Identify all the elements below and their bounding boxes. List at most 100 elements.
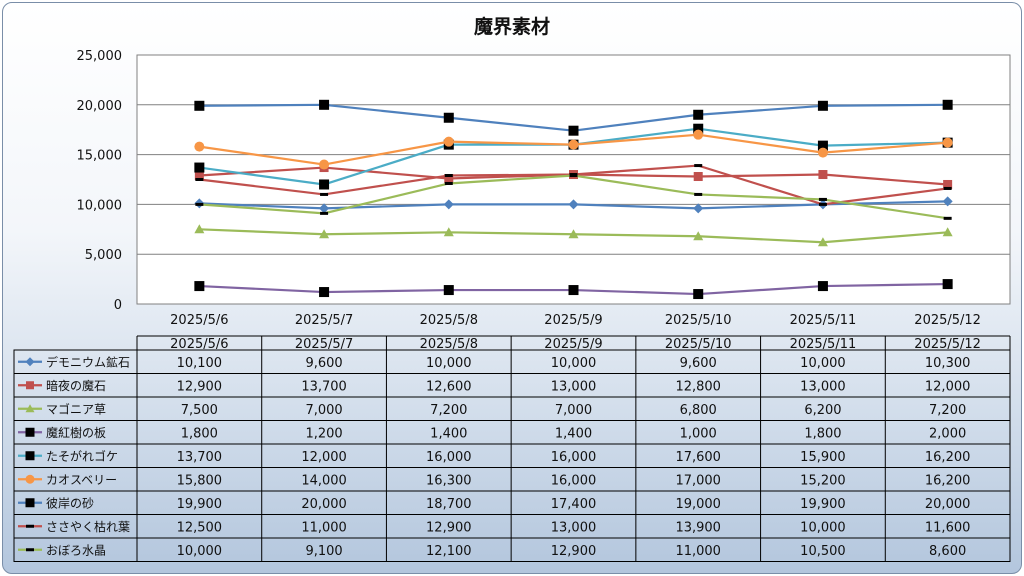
table-cell: 17,600 [675, 450, 721, 465]
data-point [694, 192, 703, 196]
table-cell: 19,900 [800, 497, 846, 512]
data-point [818, 170, 828, 180]
table-cell: 2,000 [929, 426, 966, 441]
data-point [693, 109, 704, 120]
table-cell: 1,200 [305, 426, 342, 441]
table-cell: 9,600 [305, 356, 342, 371]
data-point [194, 162, 205, 173]
table-cell: 1,400 [430, 426, 467, 441]
data-point [319, 179, 330, 190]
y-tick-label: 25,000 [77, 49, 123, 64]
data-point [568, 285, 579, 296]
table-cell: 12,000 [301, 450, 347, 465]
table-cell: 15,200 [800, 473, 846, 488]
table-cell: 13,700 [177, 450, 223, 465]
table-cell: 13,000 [551, 379, 597, 394]
x-tick-label: 2025/5/6 [170, 313, 228, 328]
table-cell: 7,200 [430, 403, 467, 418]
table-cell: 10,000 [426, 356, 472, 371]
table-cell: 7,000 [555, 403, 592, 418]
data-point [444, 181, 453, 185]
data-point [319, 229, 330, 239]
legend-marker [25, 427, 35, 437]
data-point [194, 224, 205, 234]
legend-label: カオスベリー [46, 473, 117, 487]
table-cell: 1,000 [680, 426, 717, 441]
x-tick-label: 2025/5/12 [914, 313, 981, 328]
table-header: 2025/5/10 [665, 337, 732, 352]
legend-marker [25, 474, 35, 484]
table-cell: 10,000 [177, 544, 223, 559]
y-tick-label: 0 [114, 298, 122, 313]
table-cell: 6,800 [680, 403, 717, 418]
table-cell: 12,500 [177, 520, 223, 535]
legend-label: ささやく枯れ葉 [46, 519, 130, 534]
data-point [943, 216, 952, 220]
data-point [817, 281, 828, 292]
table-cell: 8,600 [929, 544, 966, 559]
data-point [943, 186, 952, 190]
table-cell: 10,000 [551, 356, 597, 371]
data-point [693, 172, 703, 182]
legend-marker [26, 381, 34, 390]
legend-marker [25, 498, 35, 508]
table-cell: 16,000 [426, 450, 472, 465]
table-cell: 10,500 [800, 544, 846, 559]
data-point [942, 137, 953, 148]
legend-marker [25, 451, 35, 461]
data-point [818, 202, 827, 206]
data-point [194, 141, 205, 152]
data-point [942, 99, 953, 110]
table-cell: 13,000 [551, 520, 597, 535]
table-cell: 1,400 [555, 426, 592, 441]
table-cell: 9,600 [680, 356, 717, 371]
legend-label: マゴニア草 [46, 401, 106, 416]
data-point [319, 203, 330, 214]
table-cell: 10,100 [177, 356, 223, 371]
table-cell: 17,400 [551, 497, 597, 512]
x-tick-label: 2025/5/7 [295, 313, 353, 328]
table-header: 2025/5/6 [170, 337, 228, 352]
data-point [817, 237, 828, 247]
x-tick-label: 2025/5/9 [544, 313, 602, 328]
table-cell: 10,300 [925, 356, 971, 371]
data-point [319, 287, 330, 298]
data-point [195, 178, 204, 181]
table-cell: 9,100 [305, 544, 342, 559]
table-cell: 10,000 [800, 520, 846, 535]
legend-label: デモニウム鉱石 [46, 354, 130, 369]
data-point [942, 196, 953, 207]
data-point [443, 285, 454, 296]
legend-label: 彼岸の砂 [46, 496, 94, 510]
table-cell: 16,000 [551, 473, 597, 488]
table-cell: 19,900 [177, 497, 223, 512]
legend-marker [26, 548, 34, 552]
table-cell: 13,000 [800, 379, 846, 394]
legend-label: 暗夜の魔石 [46, 378, 106, 393]
data-point [443, 136, 454, 147]
legend-label: 魔紅樹の板 [46, 425, 106, 440]
data-point [942, 279, 953, 290]
data-point [693, 203, 704, 214]
table-cell: 11,600 [925, 520, 971, 535]
data-point [319, 99, 330, 110]
table-cell: 12,100 [426, 544, 472, 559]
data-point [568, 125, 579, 136]
data-table [13, 349, 1011, 562]
data-point [817, 140, 828, 151]
table-cell: 16,300 [426, 473, 472, 488]
data-point [320, 211, 329, 215]
data-point [818, 197, 827, 201]
table-header: 2025/5/9 [544, 337, 602, 352]
y-tick-label: 10,000 [77, 198, 123, 213]
table-cell: 19,000 [675, 497, 721, 512]
table-cell: 16,000 [551, 450, 597, 465]
data-point [693, 231, 704, 241]
data-point [194, 281, 205, 292]
data-point [817, 147, 828, 158]
legend-label: たそがれゴケ [46, 448, 118, 463]
table-cell: 17,000 [675, 473, 721, 488]
data-point [319, 159, 330, 170]
data-point [943, 179, 953, 189]
table-header: 2025/5/7 [295, 337, 353, 352]
